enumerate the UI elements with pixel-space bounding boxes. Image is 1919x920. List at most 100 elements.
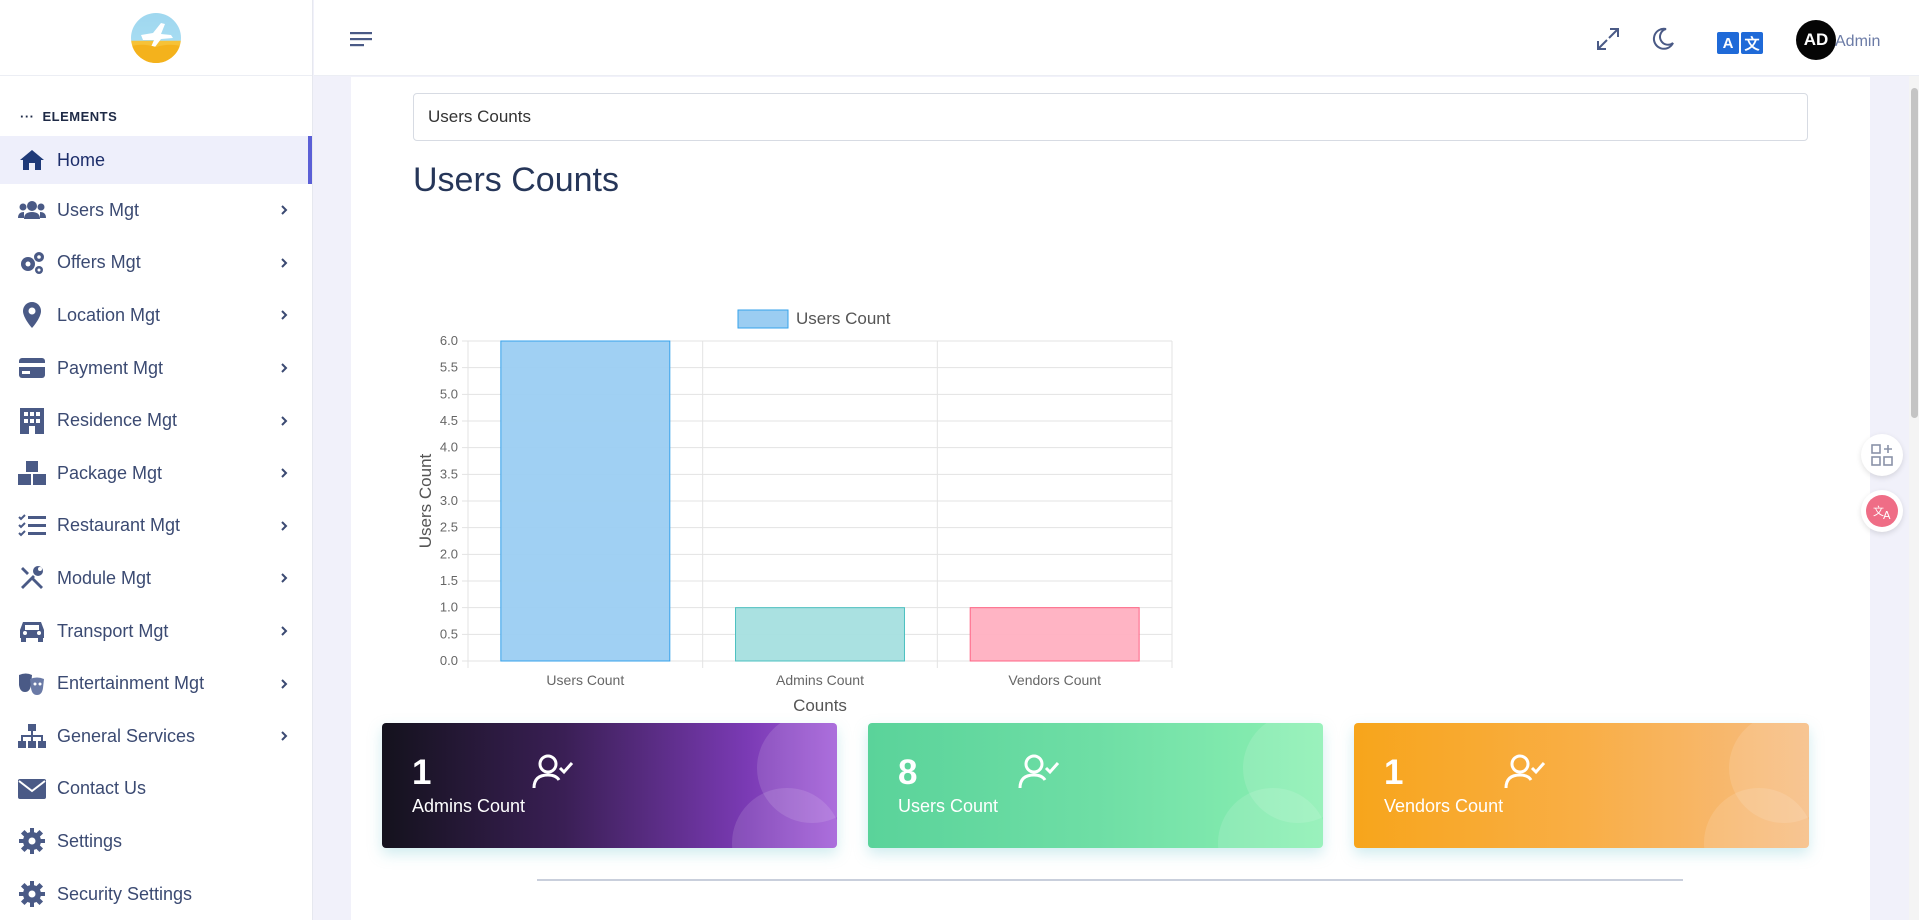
bar	[969, 607, 1140, 662]
chart-select[interactable]: Users Counts	[413, 93, 1808, 141]
stat-value: 1	[1384, 753, 1404, 792]
chevron-right-icon	[281, 678, 288, 689]
bar	[735, 607, 905, 662]
user-check-icon	[1018, 754, 1060, 789]
sidebar-item-home[interactable]: Home	[0, 136, 312, 184]
dots-icon: ···	[20, 109, 35, 124]
menu-toggle-icon[interactable]	[348, 27, 374, 51]
sidebar-section-label: ··· ELEMENTS	[0, 76, 312, 136]
user-check-icon	[1504, 754, 1546, 789]
language-switcher[interactable]: A 文	[1717, 32, 1763, 54]
y-tick-label: 6.0	[440, 333, 458, 348]
sidebar-item-label: Users Mgt	[57, 199, 140, 220]
y-tick-label: 5.0	[440, 386, 458, 401]
moon-icon[interactable]	[1650, 26, 1676, 52]
sidebar-item-label: Module Mgt	[57, 567, 152, 588]
y-tick-label: 2.5	[440, 520, 458, 535]
x-tick-label: Vendors Count	[1008, 672, 1101, 688]
cogs-icon	[17, 248, 47, 278]
car-icon	[17, 616, 47, 646]
lang-left-label: A	[1717, 32, 1739, 54]
tools-icon	[17, 563, 47, 593]
stat-label: Users Count	[898, 796, 999, 816]
lang-right-label: 文	[1741, 32, 1763, 54]
sidebar-item-location-mgt[interactable]: Location Mgt	[0, 289, 312, 342]
users-count-chart: 0.0 0.5 1.0 1.5 2.0 2.5 3.0 3.5 4.0 4.5 5.0 5.5 6.0 U…	[416, 309, 1173, 715]
scrollbar-thumb[interactable]	[1911, 88, 1918, 418]
y-tick-label: 0.5	[440, 626, 458, 641]
gear-icon	[17, 826, 47, 856]
y-tick-label: 1.0	[440, 600, 458, 615]
divider	[537, 879, 1683, 881]
x-axis-label: Counts	[793, 696, 847, 715]
sidebar-item-label: Residence Mgt	[57, 410, 178, 431]
sidebar-item-payment-mgt[interactable]: Payment Mgt	[0, 342, 312, 395]
sidebar-item-label: Contact Us	[57, 778, 147, 799]
y-tick-label: 3.5	[440, 466, 458, 481]
stat-label: Vendors Count	[1384, 796, 1504, 816]
sidebar-item-residence-mgt[interactable]: Residence Mgt	[0, 394, 312, 447]
y-axis-label: Users Count	[416, 453, 435, 548]
sidebar-item-restaurant-mgt[interactable]: Restaurant Mgt	[0, 500, 312, 553]
home-icon	[17, 145, 47, 175]
sidebar-item-label: Payment Mgt	[57, 357, 164, 378]
sidebar-item-security-settings[interactable]: Security Settings	[0, 868, 312, 920]
stat-value: 1	[412, 753, 432, 792]
sidebar-item-package-mgt[interactable]: Package Mgt	[0, 447, 312, 500]
chevron-right-icon	[281, 363, 288, 373]
stat-card-admins[interactable]: 1 Admins Count	[382, 723, 837, 848]
chevron-right-icon	[281, 468, 288, 478]
legend-label: Users Count	[796, 309, 891, 328]
section-label-text: ELEMENTS	[42, 109, 118, 124]
page-title: Users Counts	[413, 161, 619, 199]
sidebar-item-label: Security Settings	[57, 883, 193, 904]
y-tick-label: 0.0	[440, 653, 458, 668]
tasks-icon	[17, 511, 47, 541]
sidebar-item-label: General Services	[57, 725, 196, 746]
logo[interactable]	[131, 12, 181, 63]
x-tick-label: Admins Count	[776, 672, 864, 688]
sidebar-item-module-mgt[interactable]: Module Mgt	[0, 552, 312, 605]
fullscreen-icon[interactable]	[1595, 26, 1621, 52]
envelope-icon	[17, 774, 47, 804]
apps-add-button[interactable]	[1861, 434, 1903, 476]
sidebar-item-transport-mgt[interactable]: Transport Mgt	[0, 605, 312, 658]
gear-icon	[17, 879, 47, 909]
page-scrollbar[interactable]	[1909, 76, 1919, 920]
sidebar-item-label: Location Mgt	[57, 304, 161, 325]
logo-area	[0, 0, 312, 76]
chart-select-value: Users Counts	[428, 107, 531, 126]
apps-add-icon	[1871, 444, 1893, 466]
bar	[500, 340, 671, 662]
sidebar-item-users-mgt[interactable]: Users Mgt	[0, 184, 312, 237]
chevron-right-icon	[281, 521, 288, 531]
sidebar-item-label: Entertainment Mgt	[57, 673, 205, 694]
user-check-icon	[532, 754, 574, 789]
users-icon	[17, 195, 47, 225]
sidebar-item-contact-us[interactable]: Contact Us	[0, 763, 312, 816]
sidebar-item-entertainment-mgt[interactable]: Entertainment Mgt	[0, 657, 312, 710]
topbar: A 文 AD Admin	[314, 0, 1919, 76]
sidebar-item-offers-mgt[interactable]: Offers Mgt	[0, 237, 312, 290]
sidebar-item-label: Settings	[57, 830, 123, 851]
chevron-right-icon	[281, 573, 288, 584]
boxes-icon	[17, 458, 47, 488]
y-tick-label: 4.0	[440, 440, 458, 455]
credit-card-icon	[17, 353, 47, 383]
y-tick-label: 3.0	[440, 493, 458, 508]
stat-card-vendors[interactable]: 1 Vendors Count	[1354, 723, 1809, 848]
sitemap-icon	[17, 721, 47, 751]
sidebar-item-settings[interactable]: Settings	[0, 815, 312, 868]
avatar[interactable]: AD	[1796, 20, 1836, 60]
stat-label: Admins Count	[412, 796, 526, 816]
chevron-right-icon	[281, 626, 288, 636]
user-name[interactable]: Admin	[1835, 33, 1881, 50]
main-content: Users Counts Users Counts 0.0 0.5 1.0 1.5 2.…	[351, 77, 1870, 920]
svg-text:文: 文	[1873, 504, 1884, 518]
sidebar: ··· ELEMENTS Home Users Mgt Offers Mgt L…	[0, 0, 313, 920]
stat-card-users[interactable]: 8 Users Count	[868, 723, 1323, 848]
sidebar-item-label: Transport Mgt	[57, 620, 169, 641]
sidebar-item-general-services[interactable]: General Services	[0, 710, 312, 763]
masks-icon	[17, 669, 47, 699]
